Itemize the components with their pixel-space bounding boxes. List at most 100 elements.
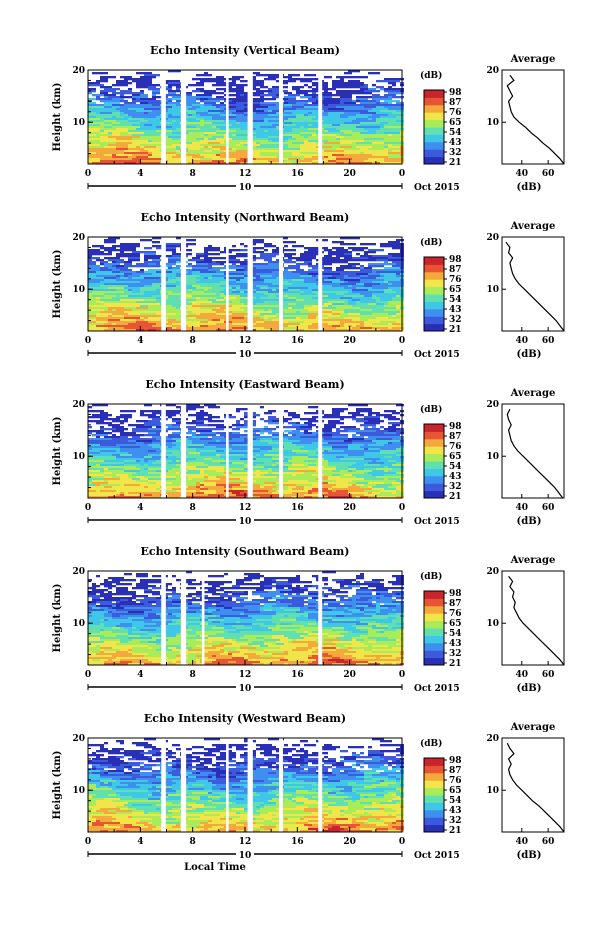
x-tick-label: 8 (190, 503, 196, 513)
average-frame (501, 236, 565, 332)
average-frame (501, 570, 565, 666)
month-label: Oct 2015 (414, 684, 460, 694)
data-gap (180, 237, 187, 331)
average-x-tick-label: 60 (542, 336, 555, 346)
x-tick-label: 20 (343, 169, 356, 179)
data-gap (226, 237, 229, 331)
month-label: Oct 2015 (414, 183, 460, 193)
x-tick-label: 12 (239, 336, 252, 346)
colorbar-tick-label: 54 (449, 128, 462, 138)
date-strip-mask (236, 514, 254, 526)
x-tick-label: 12 (239, 503, 252, 513)
average-frame (501, 737, 565, 833)
colorbar-segment (424, 453, 444, 462)
panel-4: Echo Intensity (Southward Beam) 0 4 8 12 16 20… (52, 545, 565, 694)
average-y-tick-label: 10 (486, 452, 499, 462)
colorbar-segment (424, 461, 444, 469)
colorbar-segment (424, 286, 444, 295)
average-y-tick-label: 10 (486, 619, 499, 629)
average-profile-line (508, 575, 565, 666)
colorbar-segment (424, 809, 444, 818)
colorbar-segment (424, 613, 444, 622)
panel-title: Echo Intensity (Westward Beam) (144, 712, 346, 725)
month-label: Oct 2015 (414, 517, 460, 527)
colorbar-segment (424, 446, 444, 455)
y-axis-label: Height (km) (52, 751, 63, 820)
average-profile-line (506, 408, 564, 499)
average-x-tick-label: 40 (516, 169, 529, 179)
average-title: Average (510, 722, 556, 733)
colorbar-unit: (dB) (420, 70, 442, 81)
x-tick-label: 12 (239, 169, 252, 179)
colorbar-segment (424, 605, 444, 614)
colorbar-tick-label: 43 (449, 305, 462, 315)
date-strip-mask (236, 180, 254, 192)
data-gap (161, 237, 166, 331)
colorbar-segment (424, 591, 444, 599)
colorbar-frame (423, 89, 445, 165)
x-tick-label: 0 (85, 169, 91, 179)
colorbar-segment (424, 765, 444, 774)
y-tick-label: 10 (72, 118, 85, 128)
colorbar-segment (424, 620, 444, 629)
colorbar-segment (424, 279, 444, 288)
colorbar-tick-label: 21 (449, 826, 462, 836)
y-tick-label: 20 (72, 400, 85, 410)
average-unit-label: (dB) (517, 683, 542, 694)
colorbar-tick-label: 98 (449, 88, 462, 98)
colorbar-tick-label: 32 (449, 315, 462, 325)
data-gap (180, 404, 187, 498)
y-tick-label: 10 (72, 452, 85, 462)
colorbar-frame (423, 423, 445, 499)
x-tick-label: 16 (291, 503, 304, 513)
colorbar-tick-label: 98 (449, 589, 462, 599)
colorbar-tick-label: 87 (449, 766, 462, 776)
colorbar-segment (424, 119, 444, 128)
colorbar-tick-label: 54 (449, 629, 462, 639)
average-y-tick-label: 20 (486, 66, 499, 76)
average-x-tick-label: 60 (542, 670, 555, 680)
y-tick-label: 20 (72, 66, 85, 76)
x-tick-label: 0 (399, 837, 405, 847)
average-profile-line (505, 241, 565, 332)
average-x-tick-label: 40 (516, 336, 529, 346)
colorbar-segment (424, 97, 444, 106)
date-day-label: 10 (239, 851, 252, 861)
y-axis-label: Height (km) (52, 417, 63, 486)
average-y-tick-label: 20 (486, 233, 499, 243)
x-tick-label: 20 (343, 336, 356, 346)
x-tick-label: 0 (399, 670, 405, 680)
colorbar-frame (423, 590, 445, 666)
colorbar-tick-label: 43 (449, 472, 462, 482)
x-axis-label: Local Time (184, 862, 246, 873)
date-day-label: 10 (239, 183, 252, 193)
x-tick-label: 4 (137, 336, 143, 346)
colorbar-tick-label: 87 (449, 432, 462, 442)
data-gap (201, 571, 205, 665)
x-tick-label: 0 (399, 169, 405, 179)
data-gap (161, 70, 166, 164)
colorbar-segment (424, 271, 444, 280)
x-tick-label: 8 (190, 837, 196, 847)
data-gap (180, 70, 187, 164)
colorbar-segment (424, 657, 444, 666)
colorbar-unit: (dB) (420, 571, 442, 582)
colorbar-tick-label: 65 (449, 452, 462, 462)
colorbar-segment (424, 802, 444, 811)
data-gap (247, 404, 253, 498)
colorbar-tick-label: 87 (449, 265, 462, 275)
colorbar-segment (424, 817, 444, 826)
data-gap (247, 738, 253, 832)
average-x-tick-label: 40 (516, 503, 529, 513)
heatmap-cells (88, 70, 404, 165)
colorbar-tick-label: 65 (449, 619, 462, 629)
x-tick-label: 20 (343, 670, 356, 680)
data-gap (161, 738, 166, 832)
month-label: Oct 2015 (414, 350, 460, 360)
average-title: Average (510, 54, 556, 65)
data-gap (279, 738, 283, 832)
colorbar-segment (424, 772, 444, 781)
colorbar-segment (424, 90, 444, 98)
colorbar-tick-label: 54 (449, 796, 462, 806)
x-tick-label: 8 (190, 670, 196, 680)
